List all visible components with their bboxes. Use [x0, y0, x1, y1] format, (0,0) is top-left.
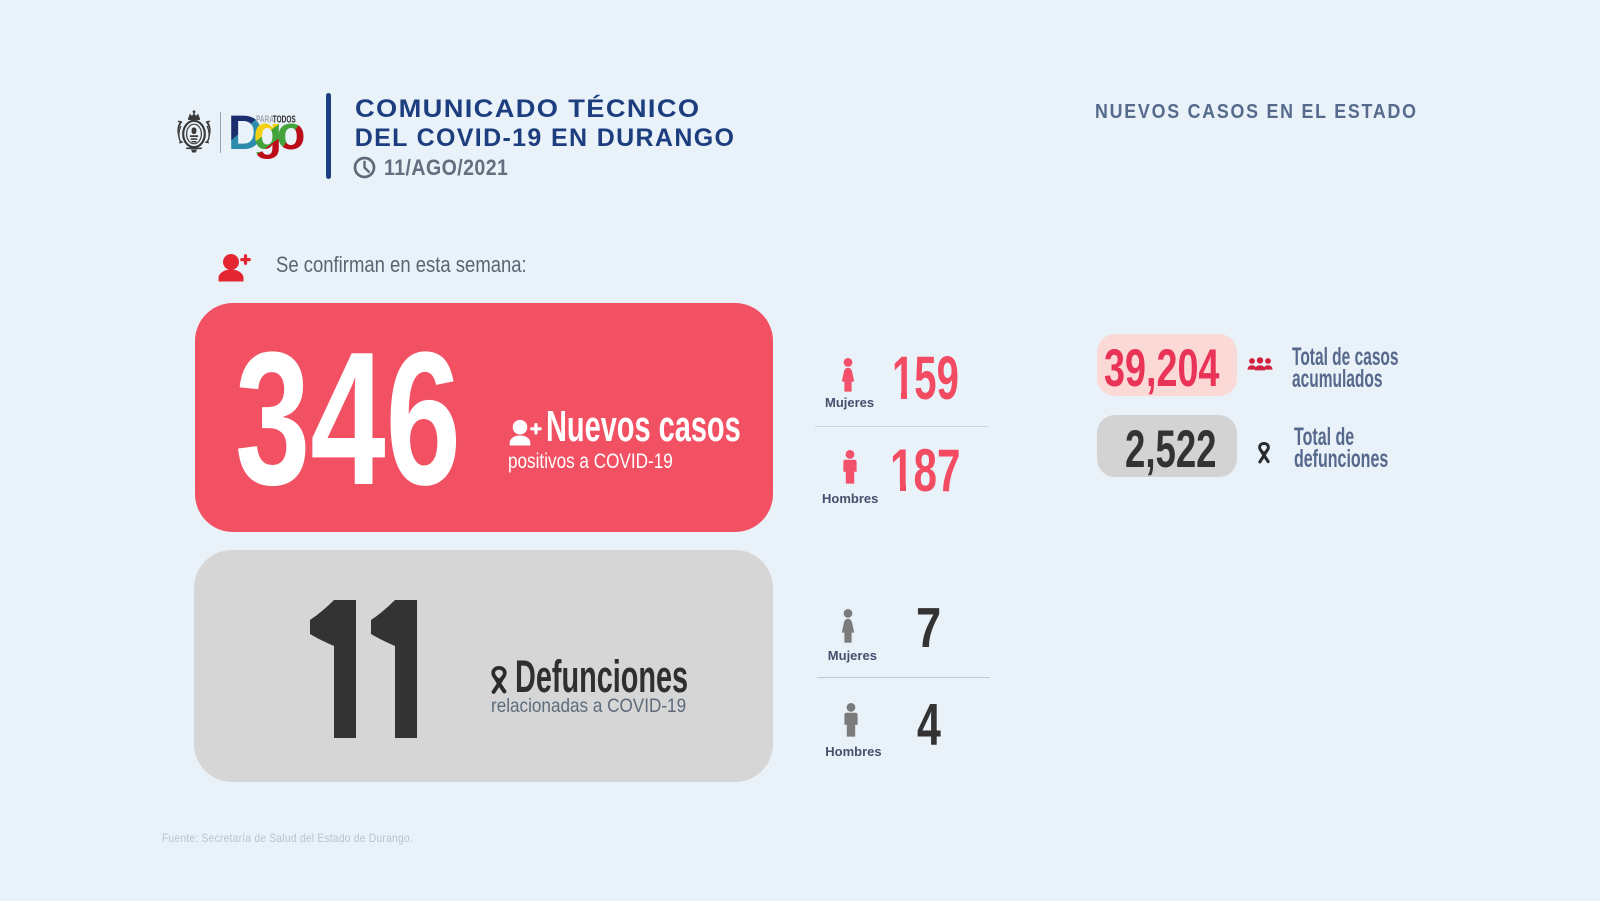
svg-text:D: D	[228, 108, 263, 160]
svg-text:g: g	[253, 108, 282, 159]
svg-text:o: o	[277, 108, 306, 159]
svg-text:PARA: PARA	[256, 113, 274, 125]
svg-text:TODOS: TODOS	[273, 113, 296, 125]
